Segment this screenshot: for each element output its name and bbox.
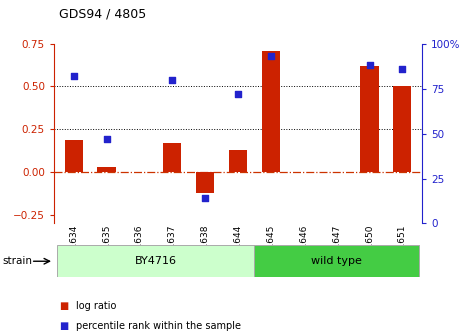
Text: wild type: wild type [311,256,362,266]
Bar [65,139,83,172]
Bar [57,245,255,277]
Point [168,77,176,82]
Text: BY4716: BY4716 [135,256,177,266]
Bar [255,245,419,277]
Point [201,196,209,201]
Bar [163,143,182,172]
Bar [262,50,280,172]
Bar [196,172,214,193]
Text: ■: ■ [59,301,68,311]
Text: strain: strain [2,256,32,266]
Bar [229,150,247,172]
Point [399,66,406,72]
Text: log ratio: log ratio [76,301,117,311]
Text: GDS94 / 4805: GDS94 / 4805 [59,7,146,20]
Point [70,73,77,79]
Point [103,136,110,142]
Bar [393,86,411,172]
Text: percentile rank within the sample: percentile rank within the sample [76,321,242,331]
Point [267,53,275,59]
Point [234,91,242,97]
Text: ■: ■ [59,321,68,331]
Bar [361,66,378,172]
Point [366,62,373,68]
Bar [98,167,115,172]
